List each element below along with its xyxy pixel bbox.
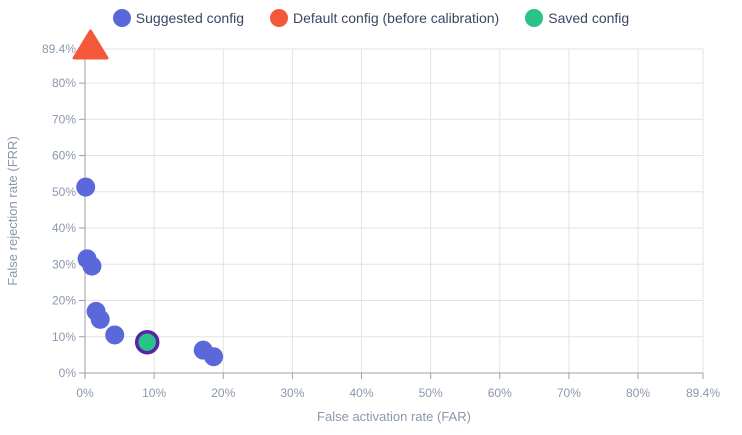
y-axis-title: False rejection rate (FRR) xyxy=(5,136,20,286)
data-point-default-config[interactable] xyxy=(72,29,109,60)
x-tick-label: 20% xyxy=(211,386,235,400)
x-tick-label: 60% xyxy=(488,386,512,400)
data-point-suggested-config-4[interactable] xyxy=(90,309,110,329)
y-tick-label: 40% xyxy=(52,221,76,235)
chart-legend: Suggested config Default config (before … xyxy=(0,6,742,30)
y-tick-label: 50% xyxy=(52,185,76,199)
data-point-saved-config[interactable] xyxy=(134,329,160,355)
x-tick-label: 89.4% xyxy=(686,386,720,400)
y-tick-label: 80% xyxy=(52,76,76,90)
legend-item-saved-config[interactable]: Saved config xyxy=(525,6,629,30)
legend-label-saved-config: Saved config xyxy=(548,10,630,26)
x-tick-label: 70% xyxy=(557,386,581,400)
y-tick-label: 30% xyxy=(52,257,76,271)
data-point-suggested-config-2[interactable] xyxy=(82,256,102,276)
y-tick-label: 10% xyxy=(52,330,76,344)
x-tick-label: 40% xyxy=(349,386,373,400)
x-tick-label: 10% xyxy=(142,386,166,400)
y-tick-label: 20% xyxy=(52,294,76,308)
x-tick-label: 80% xyxy=(626,386,650,400)
x-tick-label: 0% xyxy=(76,386,94,400)
saved-config-marker-icon xyxy=(525,9,544,27)
legend-item-suggested-config[interactable]: Suggested config xyxy=(112,6,244,30)
y-tick-label: 70% xyxy=(52,112,76,126)
legend-label-suggested-config: Suggested config xyxy=(135,10,244,26)
y-tick-label: 0% xyxy=(59,366,77,380)
data-point-suggested-config-7[interactable] xyxy=(204,347,224,367)
legend-label-default-config: Default config (before calibration) xyxy=(293,10,500,26)
legend-item-default-config[interactable]: Default config (before calibration) xyxy=(270,6,499,30)
y-tick-label: 89.4% xyxy=(42,42,76,56)
x-tick-label: 30% xyxy=(280,386,304,400)
data-point-suggested-config-5[interactable] xyxy=(105,325,125,345)
default-config-marker-icon xyxy=(270,9,288,27)
x-axis-title: False activation rate (FAR) xyxy=(317,409,471,424)
x-tick-label: 50% xyxy=(419,386,443,400)
suggested-config-marker-icon xyxy=(112,9,131,27)
data-point-suggested-config-0[interactable] xyxy=(76,177,96,197)
y-tick-label: 60% xyxy=(52,149,76,163)
